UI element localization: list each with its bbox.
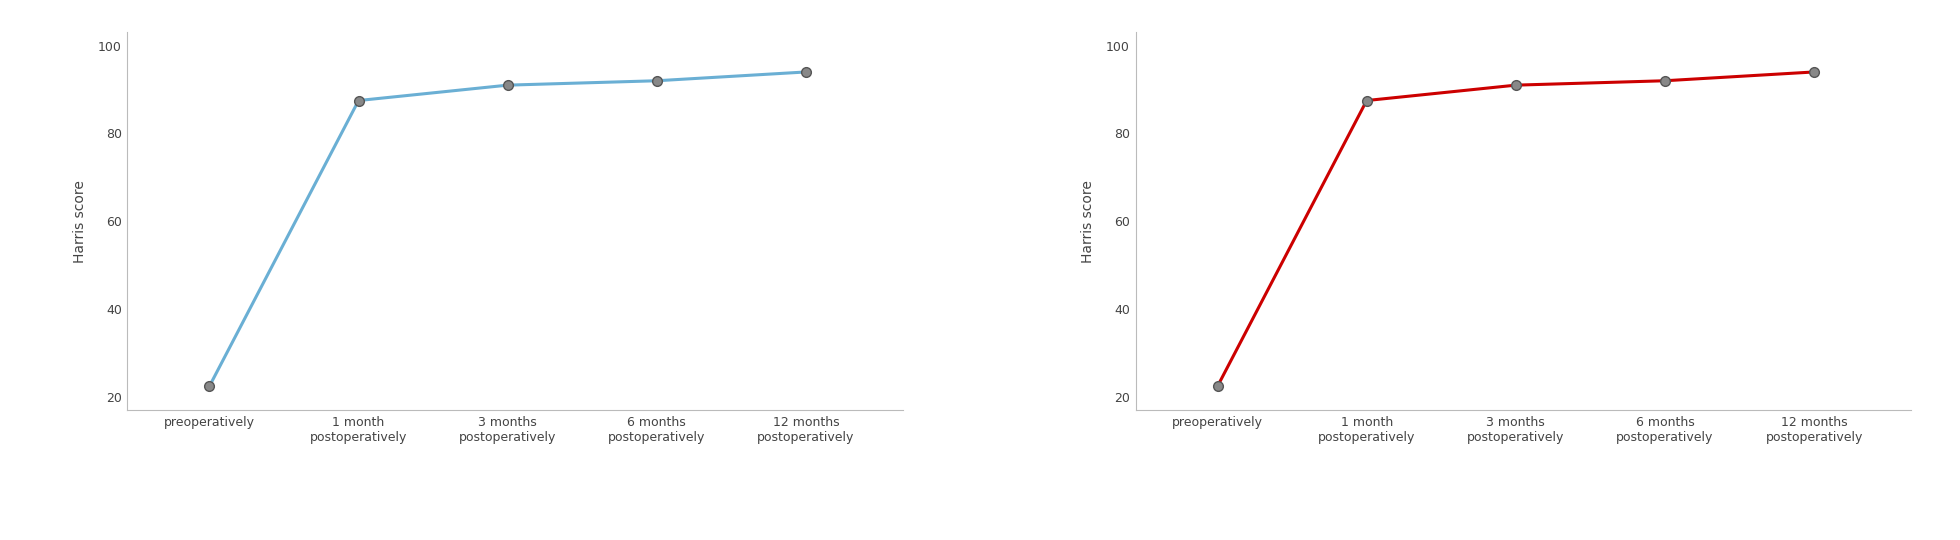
- Y-axis label: Harris score: Harris score: [73, 180, 86, 263]
- Y-axis label: Harris score: Harris score: [1082, 180, 1096, 263]
